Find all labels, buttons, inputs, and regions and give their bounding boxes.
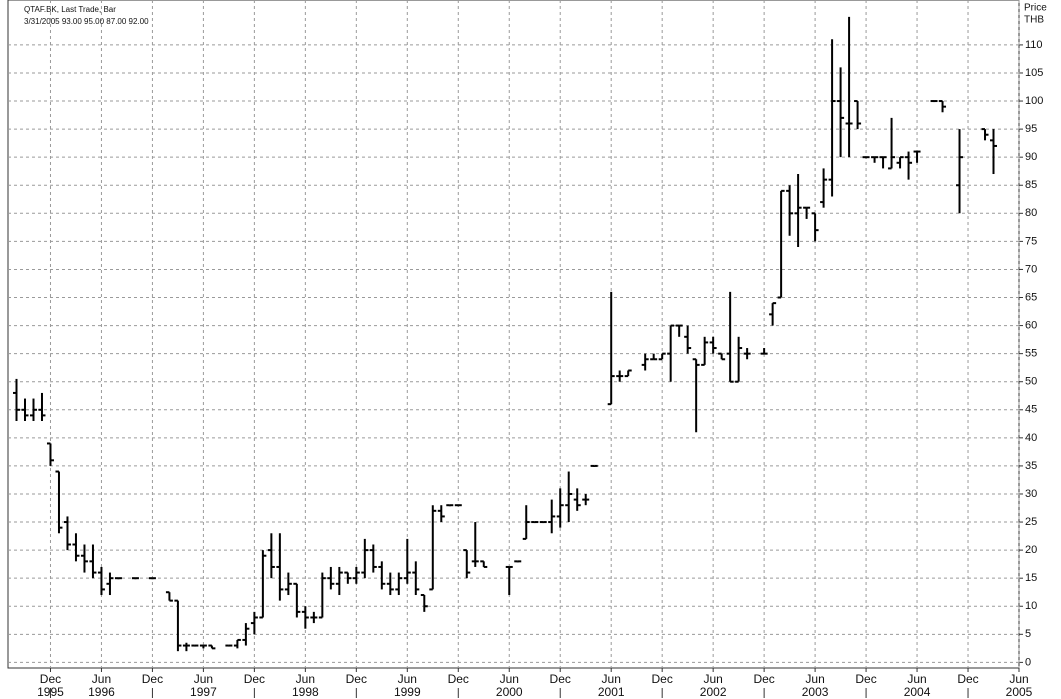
x-tick-label: Dec <box>346 672 367 686</box>
x-year-label: 2004 <box>904 685 931 699</box>
y-tick-label: 55 <box>1025 348 1037 360</box>
y-tick-label: 50 <box>1025 376 1037 388</box>
y-tick-label: 95 <box>1025 123 1037 135</box>
x-tick-label: Jun <box>92 672 111 686</box>
y-tick-label: 80 <box>1025 207 1037 219</box>
x-tick-label: Dec <box>957 672 978 686</box>
x-tick-label: Jun <box>500 672 519 686</box>
x-year-label: 2002 <box>700 685 727 699</box>
y-tick-label: 90 <box>1025 151 1037 163</box>
chart-subtitle: 3/31/2005 93.00 95.00 87.00 92.00 <box>24 17 149 26</box>
plot-frame <box>7 0 1020 669</box>
x-tick-label: Dec <box>652 672 673 686</box>
y-tick-label: 30 <box>1025 488 1037 500</box>
x-tick-label: Dec <box>244 672 265 686</box>
x-year-label: 1995 <box>37 685 64 699</box>
y-tick-label: 75 <box>1025 235 1037 247</box>
x-tick-label: Dec <box>448 672 469 686</box>
x-year-label: 1996 <box>88 685 115 699</box>
x-year-label: 2005 <box>1006 685 1033 699</box>
y-tick-label: 20 <box>1025 544 1037 556</box>
x-tick-label: Dec <box>855 672 876 686</box>
y-tick-label: 70 <box>1025 263 1037 275</box>
x-year-label: 1999 <box>394 685 421 699</box>
x-tick-label: Jun <box>907 672 926 686</box>
y-tick-label: 10 <box>1025 600 1037 612</box>
y-axis-title: THB <box>1024 15 1044 26</box>
x-tick-label: Dec <box>550 672 571 686</box>
y-tick-label: 5 <box>1025 628 1031 640</box>
x-tick-label: Dec <box>142 672 163 686</box>
y-axis-title: Price <box>1024 3 1047 14</box>
chart-title: QTAF.BK, Last Trade, Bar <box>24 5 116 14</box>
y-tick-label: 65 <box>1025 291 1037 303</box>
x-year-label: 1997 <box>190 685 217 699</box>
x-tick-label: Jun <box>1009 672 1028 686</box>
x-year-label: 2000 <box>496 685 523 699</box>
x-tick-label: Jun <box>194 672 213 686</box>
y-tick-label: 85 <box>1025 179 1037 191</box>
x-tick-label: Jun <box>805 672 824 686</box>
x-year-label: 2003 <box>802 685 829 699</box>
y-tick-label: 105 <box>1025 67 1043 79</box>
x-year-label: 2001 <box>598 685 625 699</box>
y-tick-label: 15 <box>1025 572 1037 584</box>
x-tick-label: Jun <box>296 672 315 686</box>
x-tick-label: Dec <box>753 672 774 686</box>
y-tick-label: 45 <box>1025 404 1037 416</box>
x-tick-label: Jun <box>602 672 621 686</box>
y-tick-label: 35 <box>1025 460 1037 472</box>
x-year-label: 1998 <box>292 685 319 699</box>
y-tick-label: 40 <box>1025 432 1037 444</box>
y-tick-label: 110 <box>1025 39 1043 51</box>
y-tick-label: 100 <box>1025 95 1043 107</box>
x-tick-label: Jun <box>703 672 722 686</box>
x-tick-label: Jun <box>398 672 417 686</box>
y-tick-label: 60 <box>1025 319 1037 331</box>
y-tick-label: 0 <box>1025 656 1031 668</box>
y-tick-label: 25 <box>1025 516 1037 528</box>
x-tick-label: Dec <box>40 672 61 686</box>
